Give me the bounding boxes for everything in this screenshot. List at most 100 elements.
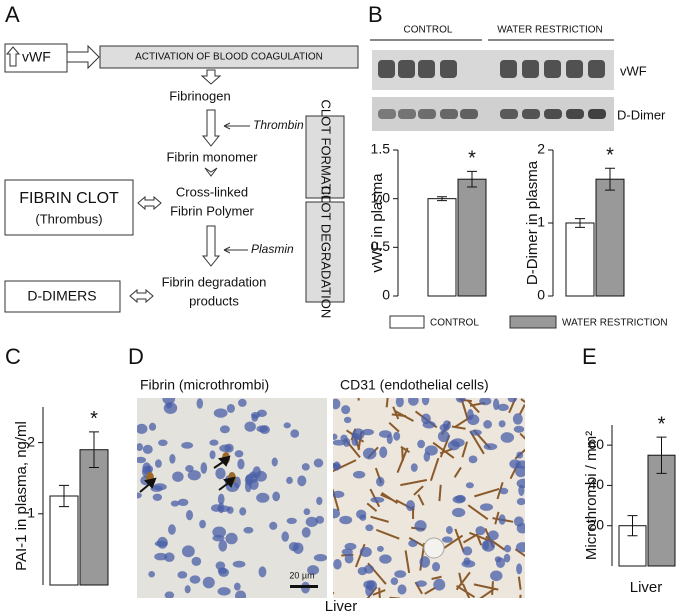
error-bar — [467, 170, 477, 188]
nucleus — [301, 463, 310, 471]
bar — [595, 178, 625, 297]
down-arrow — [200, 69, 222, 85]
bar — [49, 495, 79, 586]
nucleus — [365, 524, 374, 532]
nucleus — [315, 515, 325, 524]
nucleus — [150, 485, 163, 492]
nucleus — [184, 585, 191, 594]
arrows — [139, 455, 236, 493]
bar — [457, 178, 487, 297]
enzyme-label: Thrombin — [253, 118, 304, 132]
nucleus — [518, 484, 525, 496]
nucleus — [499, 487, 509, 495]
nucleus — [419, 556, 431, 568]
nucleus — [212, 526, 227, 538]
vessel — [400, 445, 410, 454]
vessel — [519, 432, 525, 440]
blot-band — [418, 109, 436, 119]
nucleus — [343, 416, 352, 424]
y-tick-label: 0 — [382, 287, 390, 303]
nucleus — [217, 587, 231, 596]
y-tick-label: 0.5 — [371, 238, 391, 254]
nucleus — [513, 425, 525, 433]
nucleus — [467, 409, 474, 421]
y-tick-label: 60 — [588, 436, 604, 452]
panel-letter: A — [5, 2, 20, 27]
nucleus — [217, 567, 228, 575]
right-arrow — [66, 44, 100, 70]
nucleus — [218, 502, 225, 514]
nucleus — [516, 523, 525, 534]
error-bar — [656, 436, 667, 474]
y-tick-label: 2 — [27, 433, 35, 449]
vessel — [431, 575, 442, 580]
y-tick-label: 0 — [537, 287, 545, 303]
nucleus — [352, 428, 365, 440]
arrow-head — [223, 246, 231, 254]
nucleus — [157, 536, 168, 549]
nucleus — [212, 534, 225, 542]
nucleus — [333, 439, 346, 446]
error-bar — [627, 515, 638, 537]
nucleus — [363, 580, 375, 590]
nucleus — [333, 508, 341, 519]
nucleus — [243, 526, 254, 534]
nucleus — [215, 467, 226, 480]
vessel — [388, 421, 400, 433]
nucleus — [351, 438, 359, 446]
nucleus — [433, 578, 446, 591]
nucleus — [251, 413, 259, 422]
nucleus — [155, 459, 162, 468]
nucleus — [494, 556, 502, 563]
nucleus — [437, 430, 450, 443]
nucleus — [462, 546, 473, 556]
blot-band — [440, 60, 457, 78]
down-arrow — [201, 109, 221, 147]
scale-bar — [290, 585, 318, 588]
legend-swatch — [389, 315, 425, 329]
vessel — [413, 485, 424, 496]
nucleus — [357, 566, 368, 576]
blot-band — [522, 60, 539, 78]
vessel — [372, 589, 386, 596]
node-label: Fibrin monomer — [166, 149, 258, 164]
nucleus — [394, 570, 407, 578]
y-tick-label: 1.0 — [371, 189, 391, 205]
nucleus — [185, 465, 194, 473]
y-tick-label: 2 — [537, 141, 545, 157]
y-axis-label: Microthrombi / mm² — [583, 431, 600, 560]
nucleus — [465, 482, 474, 489]
panel-letter: D — [128, 344, 144, 369]
nucleus — [361, 428, 374, 436]
blot-band — [378, 109, 396, 119]
vessel — [375, 528, 400, 540]
nucleus — [487, 530, 499, 541]
nucleus — [219, 425, 230, 434]
up-arrow — [5, 46, 21, 67]
nucleus — [362, 447, 377, 460]
nucleus — [148, 571, 155, 578]
nucleus — [303, 508, 311, 516]
micrograph — [137, 398, 327, 598]
nucleus — [199, 519, 206, 529]
y-axis-label: D-Dimer in plasma — [524, 160, 541, 285]
panel-letter: B — [368, 2, 383, 27]
vacuole — [423, 537, 445, 559]
nucleus — [455, 398, 466, 403]
vessel — [473, 583, 499, 591]
nucleus — [181, 441, 194, 449]
nucleus — [503, 544, 512, 553]
fibrin-clot-box — [4, 179, 134, 236]
micrograph-title: Fibrin (microthrombi) — [140, 377, 269, 393]
d-dimers-box — [4, 280, 121, 313]
nucleus — [503, 553, 511, 563]
nucleus — [445, 526, 453, 535]
nucleus — [415, 580, 427, 587]
nucleus — [390, 577, 399, 586]
nucleus — [408, 398, 419, 406]
vessel — [417, 494, 425, 506]
blot-band — [378, 60, 395, 78]
formation-box — [305, 115, 345, 199]
diagram: vWF ACTIVATION OF BLOOD COAGULATION Fibr… — [4, 43, 359, 318]
nucleus — [406, 500, 415, 512]
